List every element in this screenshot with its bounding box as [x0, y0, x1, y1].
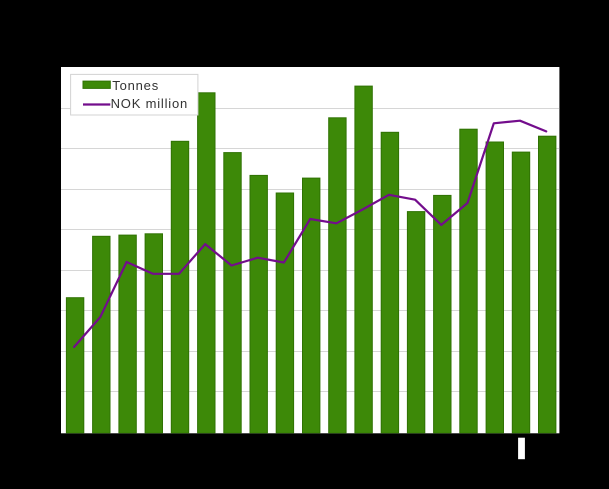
svg-text:NOK million: NOK million — [111, 96, 188, 111]
svg-text:Tonnes: Tonnes — [112, 78, 159, 93]
